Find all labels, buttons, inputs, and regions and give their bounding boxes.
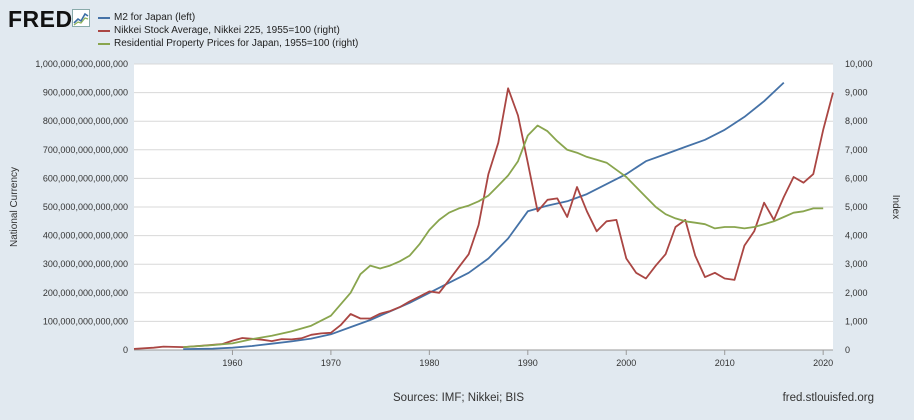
series-line-nikkei	[133, 87, 834, 350]
y-right-tick-label: 9,000	[845, 88, 868, 98]
y-right-tick-label: 1,000	[845, 316, 868, 326]
y-left-tick-label: 400,000,000,000,000	[43, 231, 128, 241]
y-left-tick-label: 700,000,000,000,000	[43, 145, 128, 155]
legend-label-property: Residential Property Prices for Japan, 1…	[114, 38, 359, 49]
x-tick-label: 1970	[321, 358, 341, 368]
y-right-tick-label: 10,000	[845, 59, 873, 69]
series-line-property	[183, 124, 824, 348]
sources-note: Sources: IMF; Nikkei; BIS	[393, 392, 525, 404]
y-right-tick-label: 2,000	[845, 288, 868, 298]
y-right-tick-label: 7,000	[845, 145, 868, 155]
y-right-tick-label: 8,000	[845, 116, 868, 126]
y-left-tick-label: 0	[123, 345, 128, 355]
legend-swatch-m2	[98, 16, 110, 19]
y-left-tick-label: 500,000,000,000,000	[43, 202, 128, 212]
y-axis-right: 10,000 9,000 8,000 7,000 6,000 5,000 4,000 3,00…	[845, 59, 873, 355]
x-tick-label: 2010	[715, 358, 735, 368]
legend-label-m2: M2 for Japan (left)	[114, 12, 196, 23]
x-tick-label: 2020	[813, 358, 833, 368]
y-right-tick-label: 6,000	[845, 173, 868, 183]
y-left-tick-label: 900,000,000,000,000	[43, 88, 128, 98]
y-right-tick-label: 0	[845, 345, 850, 355]
x-tick-label: 1990	[518, 358, 538, 368]
y-left-tick-label: 200,000,000,000,000	[43, 288, 128, 298]
y-left-tick-label: 800,000,000,000,000	[43, 116, 128, 126]
series-line-m2	[183, 81, 785, 350]
chart-line-icon	[72, 9, 90, 27]
y-left-tick-label: 600,000,000,000,000	[43, 173, 128, 183]
y-left-tick-label: 1,000,000,000,000,000	[35, 59, 128, 69]
y-right-tick-label: 3,000	[845, 259, 868, 269]
y-axis-left-title: National Currency	[9, 167, 20, 247]
legend-swatch-property	[98, 42, 110, 45]
legend-item-nikkei[interactable]: Nikkei Stock Average, Nikkei 225, 1955=1…	[98, 24, 358, 37]
y-right-tick-label: 4,000	[845, 231, 868, 241]
y-left-tick-label: 100,000,000,000,000	[43, 316, 128, 326]
legend-swatch-nikkei	[98, 29, 110, 32]
x-tick-label: 1980	[419, 358, 439, 368]
x-axis: 1960 1970 1980 1990 2000 2010 2020	[134, 349, 833, 368]
x-tick-label: 2000	[616, 358, 636, 368]
y-axis-right-title: Index	[890, 195, 901, 219]
legend-item-property[interactable]: Residential Property Prices for Japan, 1…	[98, 37, 358, 50]
fred-logo[interactable]: FRED	[8, 6, 73, 32]
y-axis-left: 1,000,000,000,000,000 900,000,000,000,000…	[35, 59, 128, 355]
legend-item-m2[interactable]: M2 for Japan (left)	[98, 11, 358, 24]
series-lines	[133, 81, 834, 350]
chart-legend: M2 for Japan (left) Nikkei Stock Average…	[98, 11, 358, 50]
site-link[interactable]: fred.stlouisfed.org	[782, 392, 874, 404]
y-left-tick-label: 300,000,000,000,000	[43, 259, 128, 269]
x-tick-label: 1960	[222, 358, 242, 368]
legend-label-nikkei: Nikkei Stock Average, Nikkei 225, 1955=1…	[114, 25, 340, 36]
y-right-tick-label: 5,000	[845, 202, 868, 212]
